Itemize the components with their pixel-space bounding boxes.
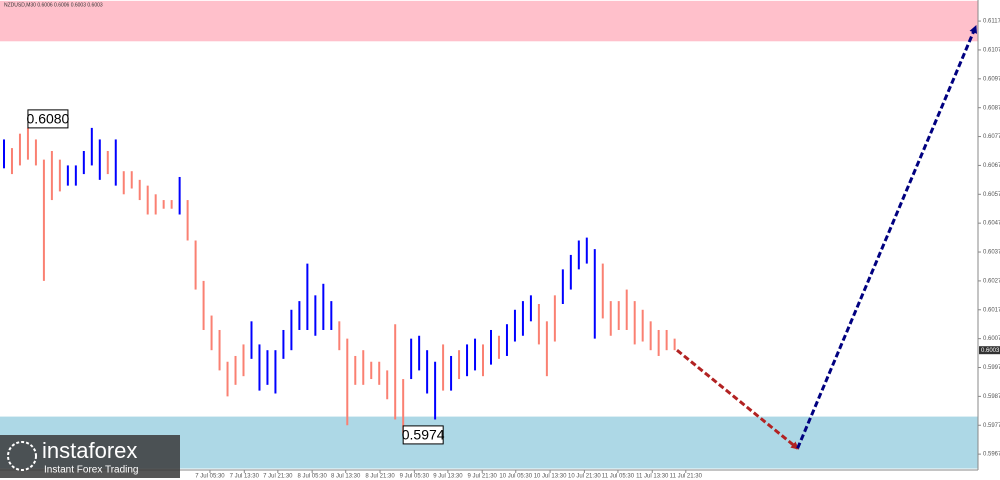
x-tick-label: 9 Jul 05:30 bbox=[400, 474, 430, 480]
forecast-arrow bbox=[796, 25, 977, 449]
x-tick-label: 9 Jul 13:30 bbox=[433, 474, 463, 480]
y-tick-label: 0.6087 bbox=[983, 105, 1000, 111]
y-tick-label: 0.6117 bbox=[983, 19, 1000, 25]
x-tick-label: 7 Jul 21:30 bbox=[263, 474, 293, 480]
price-label: 0.5974 bbox=[402, 427, 445, 443]
logo-name: instaforex bbox=[42, 438, 137, 463]
y-tick-label: 0.6047 bbox=[983, 221, 1000, 227]
y-tick-label: 0.6077 bbox=[983, 134, 1000, 140]
y-tick-label: 0.6027 bbox=[983, 278, 1000, 284]
x-tick-label: 11 Jul 21:30 bbox=[670, 474, 703, 480]
logo-icon bbox=[7, 441, 37, 471]
y-tick-label: 0.5997 bbox=[983, 365, 1000, 371]
x-tick-label: 7 Jul 05:30 bbox=[195, 474, 225, 480]
target-zone bbox=[0, 0, 978, 42]
y-tick-label: 0.5977 bbox=[983, 423, 1000, 429]
x-tick-label: 8 Jul 05:30 bbox=[297, 474, 327, 480]
y-tick-label: 0.6017 bbox=[983, 307, 1000, 313]
x-tick-label: 10 Jul 05:30 bbox=[499, 474, 532, 480]
logo-bg bbox=[0, 435, 180, 478]
logo-tagline: Instant Forex Trading bbox=[44, 465, 139, 476]
x-tick-label: 10 Jul 13:30 bbox=[534, 474, 567, 480]
price-label: 0.6080 bbox=[27, 111, 70, 127]
y-tick-label: 0.6097 bbox=[983, 76, 1000, 82]
x-tick-label: 9 Jul 21:30 bbox=[468, 474, 498, 480]
current-price-box bbox=[979, 346, 1000, 355]
chart-title: NZDUSD,M30 0.6006 0.6006 0.6003 0.6003 bbox=[4, 2, 103, 8]
price-label-box bbox=[27, 109, 69, 129]
y-tick-label: 0.6007 bbox=[983, 336, 1000, 342]
x-tick-label: 7 Jul 13:30 bbox=[230, 474, 260, 480]
forecast-arrow bbox=[676, 349, 800, 450]
current-price-label: 0.6003 bbox=[981, 348, 1000, 354]
y-tick-label: 0.6057 bbox=[983, 192, 1000, 198]
x-tick-label: 8 Jul 13:30 bbox=[331, 474, 361, 480]
price-label-box bbox=[402, 425, 444, 445]
y-tick-label: 0.6037 bbox=[983, 250, 1000, 256]
logo: instaforex Instant Forex Trading bbox=[0, 435, 180, 478]
x-tick-label: 10 Jul 21:30 bbox=[568, 474, 601, 480]
y-tick-label: 0.6067 bbox=[983, 163, 1000, 169]
y-tick-label: 0.5967 bbox=[983, 452, 1000, 458]
y-tick-label: 0.5987 bbox=[983, 394, 1000, 400]
x-tick-label: 8 Jul 21:30 bbox=[365, 474, 395, 480]
x-tick-label: 11 Jul 05:30 bbox=[602, 474, 635, 480]
x-tick-label: 11 Jul 13:30 bbox=[636, 474, 669, 480]
y-tick-label: 0.6107 bbox=[983, 48, 1000, 54]
